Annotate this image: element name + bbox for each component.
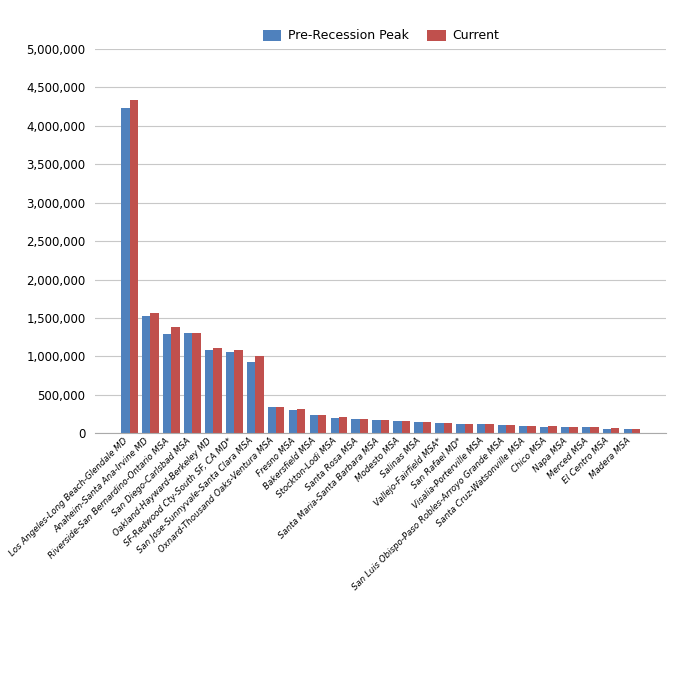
Bar [289,410,297,433]
Bar [582,427,590,433]
Bar [561,427,569,433]
Bar [548,426,557,433]
Bar [276,407,284,433]
Bar [632,429,641,433]
Bar [611,428,619,433]
Bar [486,424,494,433]
Bar [339,417,347,433]
Bar [569,427,577,433]
Bar [507,425,515,433]
Bar [360,419,369,433]
Bar [443,423,452,433]
Bar [602,428,611,433]
Bar [129,100,138,433]
Bar [214,348,222,433]
Bar [414,421,423,433]
Bar [528,426,536,433]
Bar [402,421,410,433]
Bar [234,350,243,433]
Bar [142,316,150,433]
Bar [150,313,159,433]
Bar [590,427,598,433]
Bar [373,420,381,433]
Bar [435,424,443,433]
Bar [297,409,305,433]
Bar [171,327,180,433]
Bar [226,352,234,433]
Bar [255,356,264,433]
Bar [498,425,507,433]
Bar [393,421,402,433]
Bar [519,426,528,433]
Bar [381,420,389,433]
Bar [352,419,360,433]
Bar [624,429,632,433]
Bar [247,362,255,433]
Bar [184,333,192,433]
Bar [456,424,464,433]
Bar [423,421,431,433]
Bar [318,415,326,433]
Bar [192,333,201,433]
Bar [205,350,214,433]
Bar [330,417,339,433]
Bar [268,408,276,433]
Legend: Pre-Recession Peak, Current: Pre-Recession Peak, Current [258,24,504,48]
Bar [464,424,473,433]
Bar [477,424,486,433]
Bar [121,108,129,433]
Bar [309,415,318,433]
Bar [163,334,171,433]
Bar [540,426,548,433]
